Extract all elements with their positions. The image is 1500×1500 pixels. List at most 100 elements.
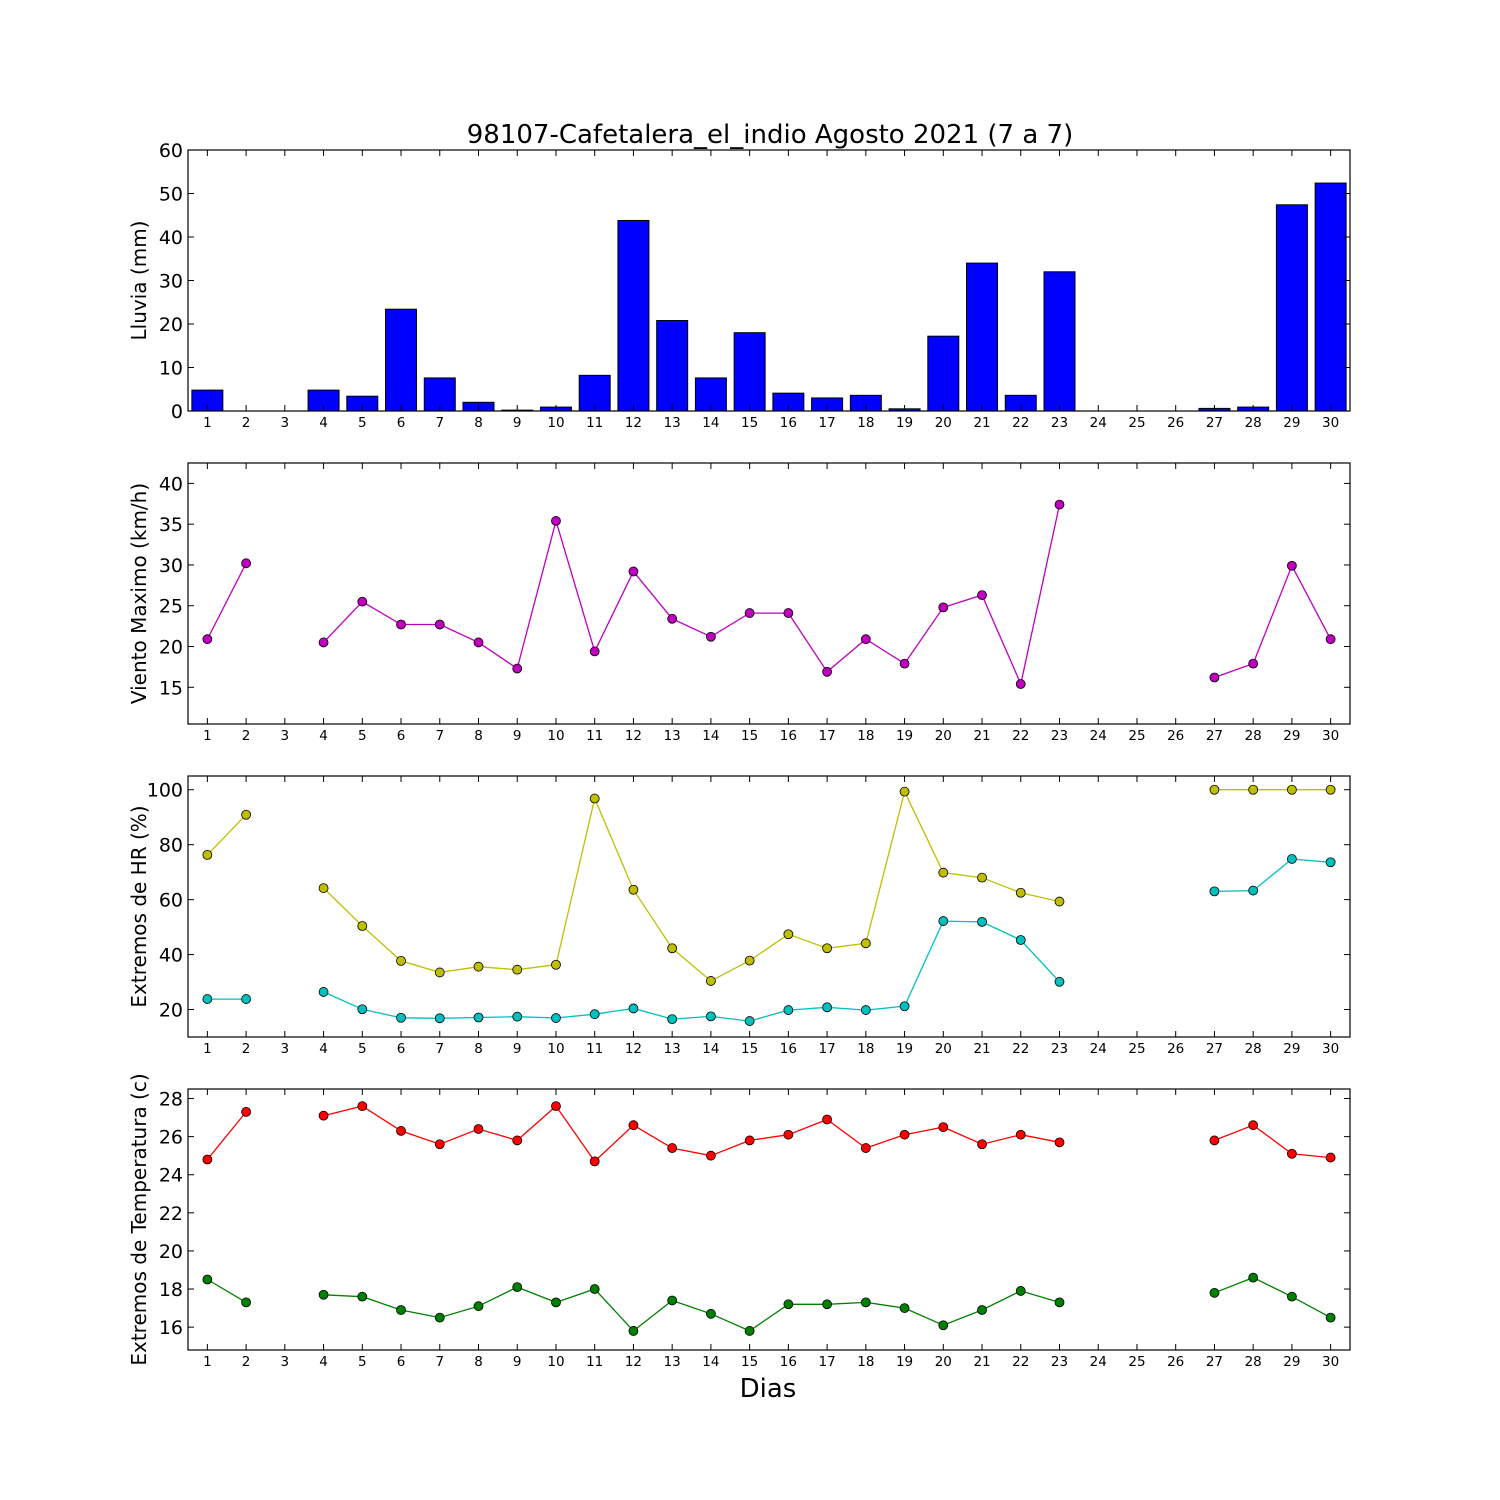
x-tick-label: 22 bbox=[1012, 1041, 1029, 1057]
x-tick-label: 22 bbox=[1012, 1354, 1029, 1370]
x-tick-label: 30 bbox=[1322, 415, 1339, 431]
x-tick-label: 25 bbox=[1128, 1041, 1145, 1057]
series-1-point-day-10 bbox=[551, 959, 561, 970]
x-tick-label: 17 bbox=[819, 415, 836, 431]
x-tick-label: 5 bbox=[358, 1354, 367, 1370]
y-axis-label-lluvia-mm: Lluvia (mm) bbox=[127, 221, 151, 341]
x-tick-label: 16 bbox=[780, 1354, 797, 1370]
x-tick-label: 15 bbox=[741, 1354, 758, 1370]
x-tick-label: 2 bbox=[242, 728, 251, 744]
x-tick-label: 7 bbox=[435, 728, 444, 744]
x-tick-label: 1 bbox=[203, 728, 212, 744]
x-tick-label: 21 bbox=[973, 1354, 990, 1370]
series-2-point-day-4 bbox=[318, 1289, 329, 1300]
x-tick-label: 6 bbox=[397, 728, 406, 744]
x-tick-label: 17 bbox=[819, 1354, 836, 1370]
y-axis-label-viento-maximo-km-h: Viento Maximo (km/h) bbox=[127, 483, 151, 704]
series-1-line-segment-1 bbox=[206, 1111, 247, 1160]
series-1-point-day-6 bbox=[396, 1126, 406, 1136]
series-2-point-day-21 bbox=[977, 916, 987, 927]
bar-day-29 bbox=[1275, 204, 1308, 412]
series-1-point-day-15 bbox=[744, 608, 755, 618]
y-tick-label: 80 bbox=[159, 835, 183, 857]
series-1-point-day-23 bbox=[1054, 1137, 1065, 1148]
series-1-line-segment-3 bbox=[1214, 1124, 1331, 1159]
series-1-point-day-2 bbox=[241, 809, 252, 820]
series-1-point-day-28 bbox=[1248, 1120, 1259, 1131]
bar-day-15 bbox=[733, 332, 766, 412]
series-1-point-day-12 bbox=[628, 566, 639, 577]
series-2-point-day-30 bbox=[1325, 1312, 1336, 1323]
bar-day-30 bbox=[1314, 182, 1347, 412]
x-tick-label: 10 bbox=[547, 1041, 564, 1057]
series-1-point-day-20 bbox=[938, 602, 949, 613]
series-1-point-day-10 bbox=[551, 516, 561, 526]
x-tick-label: 22 bbox=[1012, 415, 1029, 431]
series-1-point-day-18 bbox=[860, 938, 871, 949]
series-2-point-day-29 bbox=[1287, 1291, 1297, 1302]
y-tick-label: 60 bbox=[159, 890, 183, 912]
y-tick-label: 40 bbox=[159, 945, 183, 967]
x-tick-label: 29 bbox=[1283, 1041, 1300, 1057]
series-1-point-day-22 bbox=[1015, 887, 1026, 898]
series-2-point-day-18 bbox=[860, 1005, 871, 1015]
series-1-point-day-17 bbox=[822, 666, 832, 677]
series-1-point-day-19 bbox=[899, 786, 910, 797]
x-axis-label: Dias bbox=[740, 1374, 797, 1404]
series-2-point-day-14 bbox=[706, 1011, 716, 1022]
series-1-point-day-1 bbox=[202, 849, 213, 860]
x-tick-label: 15 bbox=[741, 1041, 758, 1057]
series-2-point-day-22 bbox=[1015, 935, 1026, 945]
series-1-point-day-2 bbox=[241, 558, 252, 569]
series-2-point-day-5 bbox=[357, 1004, 368, 1015]
x-tick-label: 26 bbox=[1167, 728, 1184, 744]
x-tick-label: 18 bbox=[857, 1354, 874, 1370]
series-2-point-day-28 bbox=[1248, 885, 1259, 896]
x-tick-label: 20 bbox=[935, 415, 952, 431]
series-1-point-day-6 bbox=[396, 955, 406, 966]
series-2-point-day-8 bbox=[473, 1301, 484, 1312]
series-1-point-day-16 bbox=[783, 608, 794, 618]
series-2-point-day-22 bbox=[1015, 1286, 1026, 1296]
x-tick-label: 8 bbox=[474, 1354, 483, 1370]
x-tick-label: 4 bbox=[319, 415, 328, 431]
y-tick-label: 26 bbox=[159, 1127, 183, 1149]
plot-frame bbox=[187, 775, 1351, 1038]
x-tick-label: 6 bbox=[397, 1041, 406, 1057]
series-1-point-day-9 bbox=[512, 964, 523, 975]
x-tick-label: 8 bbox=[474, 1041, 483, 1057]
y-tick-label: 30 bbox=[159, 271, 183, 293]
series-1-point-day-17 bbox=[822, 1114, 832, 1125]
series-1-point-day-10 bbox=[551, 1101, 561, 1112]
series-2-line-segment-3 bbox=[1214, 858, 1331, 893]
x-tick-label: 15 bbox=[741, 415, 758, 431]
series-1-point-day-28 bbox=[1248, 658, 1259, 669]
x-tick-label: 7 bbox=[435, 1041, 444, 1057]
series-2-point-day-10 bbox=[551, 1013, 561, 1023]
x-tick-label: 12 bbox=[625, 1041, 642, 1057]
series-1-point-day-12 bbox=[628, 884, 639, 895]
series-2-point-day-10 bbox=[551, 1297, 561, 1308]
x-tick-label: 30 bbox=[1322, 728, 1339, 744]
x-tick-label: 2 bbox=[242, 415, 251, 431]
series-2-point-day-16 bbox=[783, 1299, 794, 1310]
series-1-point-day-29 bbox=[1287, 784, 1297, 795]
series-1-line-segment-2 bbox=[323, 504, 1061, 687]
series-1-point-day-19 bbox=[899, 1129, 910, 1140]
x-tick-label: 26 bbox=[1167, 1354, 1184, 1370]
x-tick-label: 16 bbox=[780, 1041, 797, 1057]
bar-day-20 bbox=[927, 335, 960, 412]
x-tick-label: 23 bbox=[1051, 728, 1068, 744]
series-2-line-segment-3 bbox=[1214, 1276, 1331, 1319]
series-1-point-day-22 bbox=[1015, 679, 1026, 689]
bar-day-12 bbox=[617, 219, 650, 412]
x-tick-label: 19 bbox=[896, 1041, 913, 1057]
series-1-point-day-14 bbox=[706, 976, 716, 986]
y-tick-label: 50 bbox=[159, 184, 183, 206]
series-2-point-day-30 bbox=[1325, 857, 1336, 868]
x-tick-label: 15 bbox=[741, 728, 758, 744]
x-tick-label: 5 bbox=[358, 728, 367, 744]
